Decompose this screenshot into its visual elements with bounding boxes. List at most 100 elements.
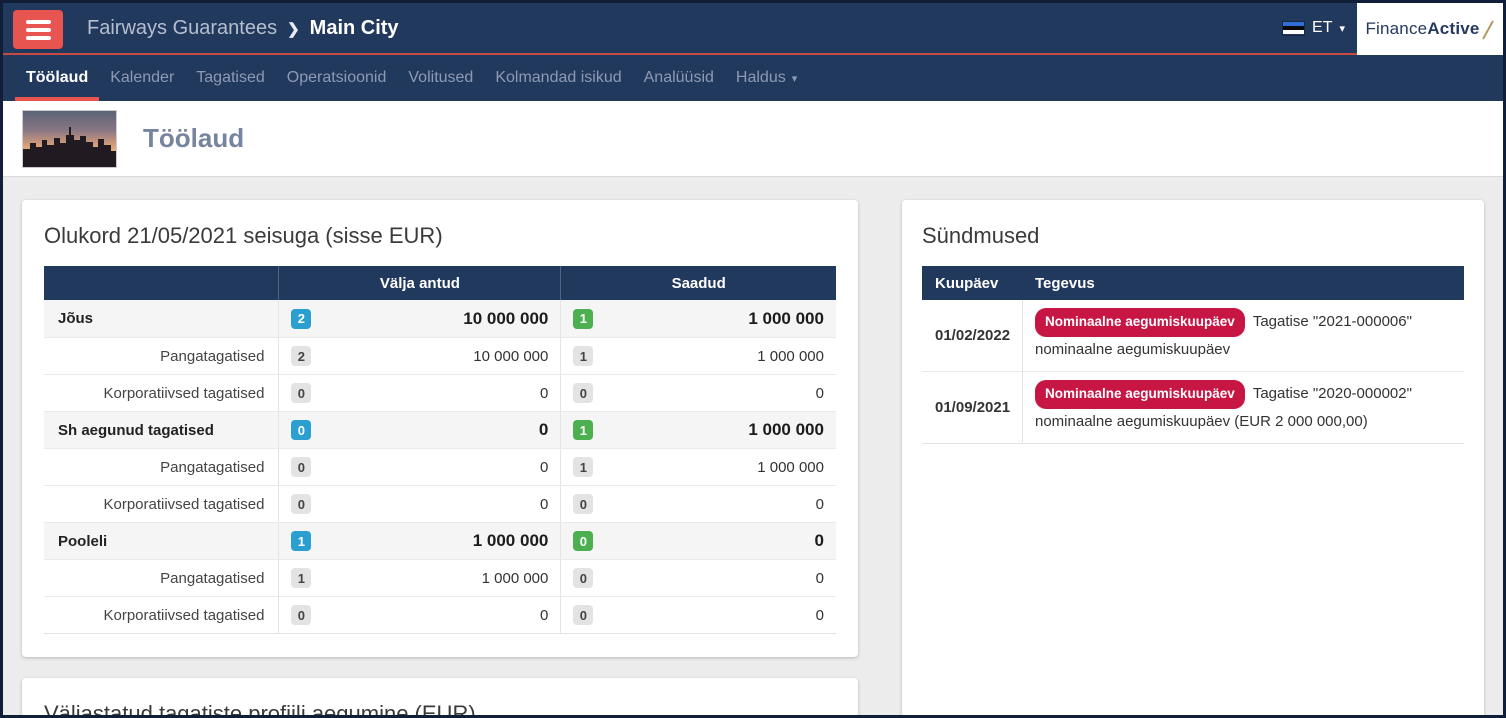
- events-table-body: 01/02/2022 Nominaalne aegumiskuupäev Tagat…: [922, 300, 1464, 443]
- amount-value: 1 000 000: [472, 531, 549, 550]
- amount-value: 1 000 000: [757, 458, 824, 476]
- nav-item-t-laud[interactable]: Töölaud: [15, 55, 100, 101]
- count-badge: 2: [291, 346, 312, 366]
- event-description: Tagatise "2020-000002" nominaalne aegumi…: [1035, 385, 1412, 430]
- logo-part2: Active: [1427, 19, 1480, 38]
- nav-item-kolmandad-isikud[interactable]: Kolmandad isikud: [495, 69, 622, 86]
- row-label: Korporatiivsed tagatised: [103, 495, 265, 513]
- expiry-card-title: Väljastatud tagatiste profiili aegumine …: [44, 701, 476, 715]
- count-badge: 1: [573, 346, 594, 366]
- content-area: Olukord 21/05/2021 seisuga (sisse EUR) V…: [3, 177, 1503, 715]
- nav-item-tagatised[interactable]: Tagatised: [196, 69, 265, 86]
- situation-row: Korporatiivsed tagatised 0 0 0 0: [44, 374, 836, 411]
- amount-value: 1 000 000: [748, 420, 824, 439]
- count-badge: 1: [573, 420, 594, 440]
- caret-down-icon: ▾: [1339, 22, 1345, 35]
- amount-value: 0: [540, 495, 549, 513]
- count-badge: 0: [291, 457, 312, 477]
- estonia-flag-icon: [1282, 20, 1306, 36]
- amount-value: 0: [815, 495, 824, 513]
- nav-item-operatsioonid[interactable]: Operatsioonid: [286, 69, 387, 86]
- amount-value: 0: [815, 606, 824, 624]
- column-header-received: Saadud: [560, 266, 836, 300]
- nav-item-volitused[interactable]: Volitused: [408, 69, 474, 86]
- row-label: Pangatagatised: [160, 347, 265, 365]
- column-header-date: Kuupäev: [935, 274, 999, 292]
- situation-row: Korporatiivsed tagatised 0 0 0 0: [44, 596, 836, 633]
- events-table: Kuupäev Tegevus 01/02/2022 Nominaalne aeg…: [922, 266, 1464, 444]
- situation-row: Pooleli 1 1 000 000 0 0: [44, 522, 836, 559]
- language-selector[interactable]: ET ▾: [1282, 3, 1345, 53]
- amount-value: 0: [814, 531, 824, 550]
- finance-active-logo: FinanceActive: [1357, 3, 1503, 55]
- count-badge: 0: [291, 383, 312, 403]
- amount-value: 0: [540, 458, 549, 476]
- row-label: Korporatiivsed tagatised: [103, 606, 265, 624]
- column-header-activity: Tegevus: [1035, 274, 1095, 292]
- situation-table-body: Jõus 2 10 000 000 1 1 000 000 Pangatagatised 2…: [44, 300, 836, 633]
- situation-table-header: Välja antud Saadud: [44, 266, 836, 300]
- event-activity: Nominaalne aegumiskuupäev Tagatise "2020-…: [1022, 372, 1464, 443]
- nav-item-kalender[interactable]: Kalender: [110, 69, 175, 86]
- count-badge: 1: [291, 568, 312, 588]
- situation-table: Välja antud Saadud Jõus 2 10 000 000 1 1 000…: [44, 266, 836, 634]
- nav-item-haldus[interactable]: Haldus ▾: [735, 69, 798, 86]
- amount-value: 1 000 000: [748, 308, 824, 328]
- breadcrumb-app-name[interactable]: Fairways Guarantees: [87, 16, 278, 39]
- count-badge: 0: [573, 531, 594, 551]
- count-badge: 1: [573, 308, 594, 329]
- row-label: Korporatiivsed tagatised: [103, 384, 265, 402]
- event-row: 01/02/2022 Nominaalne aegumiskuupäev Tagat…: [922, 300, 1464, 371]
- event-date: 01/09/2021: [935, 399, 1011, 416]
- count-badge: 0: [291, 494, 312, 514]
- amount-value: 1 000 000: [481, 569, 549, 587]
- amount-value: 0: [540, 384, 549, 402]
- count-badge: 1: [291, 531, 312, 551]
- page-header: Töölaud: [3, 101, 1503, 177]
- page-title: Töölaud: [143, 123, 245, 153]
- situation-row: Pangatagatised 2 10 000 000 1 1 000 000: [44, 337, 836, 374]
- situation-row: Jõus 2 10 000 000 1 1 000 000: [44, 300, 836, 337]
- amount-value: 0: [538, 420, 549, 439]
- events-card-title: Sündmused: [922, 223, 1040, 248]
- count-badge: 0: [573, 605, 594, 625]
- hamburger-icon: [25, 19, 51, 24]
- amount-value: 10 000 000: [473, 347, 549, 365]
- events-table-header: Kuupäev Tegevus: [922, 266, 1464, 300]
- breadcrumb-entity-name: Main City: [309, 16, 399, 39]
- breadcrumb: Fairways Guarantees ❯ Main City: [87, 17, 399, 40]
- amount-value: 0: [540, 606, 549, 624]
- caret-down-icon: ▾: [791, 72, 798, 85]
- situation-row: Pangatagatised 0 0 1 1 000 000: [44, 448, 836, 485]
- amount-value: 0: [815, 384, 824, 402]
- count-badge: 1: [573, 457, 594, 477]
- event-activity: Nominaalne aegumiskuupäev Tagatise "2021-…: [1022, 300, 1464, 371]
- events-card: Sündmused Kuupäev Tegevus 01/02/2022 Nomi…: [902, 200, 1484, 715]
- nav-item-anal-sid[interactable]: Analüüsid: [643, 69, 714, 86]
- main-nav: Töölaud Kalender Tagatised Operatsioonid Vol…: [3, 55, 1503, 101]
- amount-value: 1 000 000: [757, 347, 824, 365]
- event-row: 01/09/2021 Nominaalne aegumiskuupäev Tagat…: [922, 371, 1464, 443]
- column-header-issued: Välja antud: [278, 266, 560, 300]
- count-badge: 0: [573, 383, 594, 403]
- count-badge: 0: [291, 420, 312, 440]
- count-badge: 2: [291, 308, 312, 329]
- amount-value: 0: [815, 569, 824, 587]
- count-badge: 0: [573, 494, 594, 514]
- hamburger-menu-button[interactable]: [13, 10, 63, 49]
- language-code: ET: [1312, 19, 1333, 36]
- event-type-badge: Nominaalne aegumiskuupäev: [1035, 308, 1245, 337]
- situation-row: Sh aegunud tagatised 0 0 1 1 000 000: [44, 411, 836, 448]
- expiry-profile-card: Väljastatud tagatiste profiili aegumine …: [22, 678, 858, 715]
- row-label: Pangatagatised: [160, 569, 265, 587]
- event-description: Tagatise "2021-000006" nominaalne aegumi…: [1035, 313, 1412, 358]
- situation-card: Olukord 21/05/2021 seisuga (sisse EUR) V…: [22, 200, 858, 657]
- amount-value: 10 000 000: [463, 308, 549, 328]
- situation-row: Pangatagatised 1 1 000 000 0 0: [44, 559, 836, 596]
- row-label: Pangatagatised: [160, 458, 265, 476]
- row-label: Jõus: [58, 310, 94, 327]
- chevron-right-icon: ❯: [287, 21, 300, 38]
- logo-slash-icon: [1481, 20, 1494, 40]
- topbar-divider: [3, 53, 1503, 55]
